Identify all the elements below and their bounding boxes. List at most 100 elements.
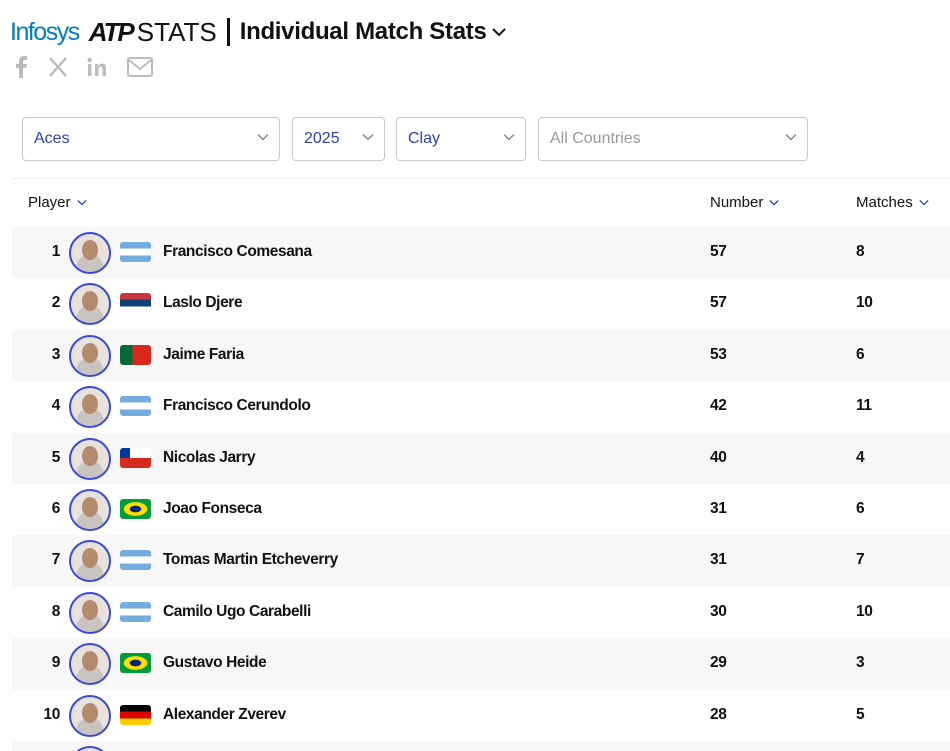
matches: 6 [856, 345, 865, 363]
player-name[interactable]: Jaime Faria [163, 345, 244, 363]
flag [120, 344, 151, 365]
flag [120, 601, 151, 622]
avatar [69, 591, 111, 634]
separator [226, 18, 230, 46]
number: 31 [710, 551, 727, 569]
table-body: 1 Francisco Comesana 57 8 2 Laslo Djere 57 10 3 J… [12, 227, 950, 741]
column-header[interactable]: Number [710, 194, 779, 211]
avatar [69, 488, 111, 531]
title-chevron[interactable] [487, 20, 511, 44]
player-name[interactable]: Camilo Ugo Carabelli [163, 602, 311, 620]
matches: 10 [856, 602, 873, 620]
header: Infosys ATP STATS Individual Match Stats [10, 14, 511, 50]
filter-value: Clay [408, 130, 441, 147]
player-name[interactable]: Alexander Zverev [163, 705, 286, 723]
column-label: Player [28, 194, 71, 211]
player-name[interactable]: Laslo Djere [163, 294, 243, 312]
brand: Infosys [10, 17, 80, 46]
social-links [14, 56, 154, 78]
rank: 10 [43, 705, 61, 723]
number: 53 [710, 345, 727, 363]
chevron [362, 134, 374, 141]
player-row[interactable]: 6 Joao Fonseca 31 6 [12, 484, 950, 535]
rank: 3 [51, 345, 61, 363]
avatar [69, 334, 111, 377]
player-name[interactable]: Francisco Cerundolo [163, 397, 311, 415]
filter-select[interactable]: 2025 [292, 117, 385, 161]
number: 29 [710, 654, 727, 672]
flag [120, 704, 151, 725]
player-name[interactable]: Tomas Martin Etcheverry [163, 551, 338, 569]
stats-table: Player Number Matches 1 Francisco Comesana 5… [12, 178, 950, 751]
avatar [69, 283, 111, 326]
page-title[interactable]: Individual Match Stats [239, 18, 487, 45]
flag [120, 396, 151, 417]
stats-label: STATS [136, 16, 217, 47]
matches: 5 [856, 705, 865, 723]
chevron [257, 134, 269, 141]
flag [120, 447, 151, 468]
rank: 1 [51, 243, 61, 260]
player-row[interactable]: 5 Nicolas Jarry 40 4 [12, 432, 950, 484]
chevron [785, 134, 797, 141]
table-header: Player Number Matches [12, 178, 950, 227]
chevron [919, 199, 929, 206]
logo: ATP [88, 16, 135, 47]
matches: 6 [856, 499, 865, 517]
filter-select[interactable]: Clay [396, 117, 526, 161]
column-header[interactable]: Player [28, 194, 87, 211]
email-icon[interactable] [126, 56, 154, 78]
avatar [69, 232, 111, 274]
linkedin-icon[interactable] [86, 56, 108, 78]
player-row[interactable]: 3 Jaime Faria 53 6 [12, 329, 950, 382]
avatar [69, 386, 111, 429]
player-name[interactable]: Nicolas Jarry [163, 448, 256, 466]
rank: 2 [51, 294, 61, 312]
player-row[interactable]: 10 Alexander Zverev 28 5 [12, 690, 950, 741]
player-row[interactable]: 8 Camilo Ugo Carabelli 30 10 [12, 587, 950, 638]
filter-value: Aces [34, 130, 70, 147]
number: 57 [710, 294, 727, 312]
flag [120, 550, 151, 571]
player-name[interactable]: Gustavo Heide [163, 654, 267, 672]
partial-row [12, 740, 950, 751]
flag [120, 293, 151, 314]
number: 28 [710, 705, 727, 723]
filter-select[interactable]: Aces [22, 117, 280, 161]
flag [120, 653, 151, 674]
player-row[interactable]: 2 Laslo Djere 57 10 [12, 278, 950, 329]
matches: 8 [856, 243, 865, 260]
matches: 7 [856, 551, 865, 569]
column-label: Matches [856, 194, 913, 211]
player-row[interactable]: 1 Francisco Comesana 57 8 [12, 227, 950, 279]
rank: 6 [51, 499, 61, 517]
number: 40 [710, 448, 727, 466]
rank: 5 [51, 448, 61, 466]
player-row[interactable]: 9 Gustavo Heide 29 3 [12, 638, 950, 690]
filter-value: 2025 [304, 130, 340, 147]
player-row[interactable]: 4 Francisco Cerundolo 42 11 [12, 381, 950, 432]
rank: 7 [51, 551, 61, 569]
matches: 4 [856, 448, 865, 466]
rank: 4 [51, 397, 61, 415]
number: 30 [710, 602, 727, 620]
player-name[interactable]: Francisco Comesana [163, 243, 312, 260]
x-icon[interactable] [48, 56, 68, 78]
column-header[interactable]: Matches [856, 194, 929, 211]
number: 57 [710, 243, 727, 260]
facebook-icon[interactable] [14, 56, 30, 78]
avatar [69, 694, 111, 737]
filter-select[interactable]: All Countries [538, 117, 808, 161]
chevron [769, 199, 779, 206]
player-name[interactable]: Joao Fonseca [163, 499, 262, 517]
chevron [76, 199, 87, 206]
number: 42 [710, 397, 727, 415]
chevron [503, 134, 515, 141]
matches: 10 [856, 294, 873, 312]
rank: 9 [51, 654, 61, 672]
player-row[interactable]: 7 Tomas Martin Etcheverry 31 7 [12, 535, 950, 587]
matches: 3 [856, 654, 865, 672]
column-label: Number [710, 194, 764, 211]
rank: 8 [51, 602, 61, 620]
